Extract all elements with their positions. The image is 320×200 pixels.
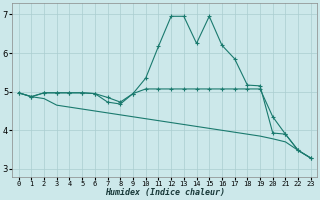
X-axis label: Humidex (Indice chaleur): Humidex (Indice chaleur)	[105, 188, 225, 197]
